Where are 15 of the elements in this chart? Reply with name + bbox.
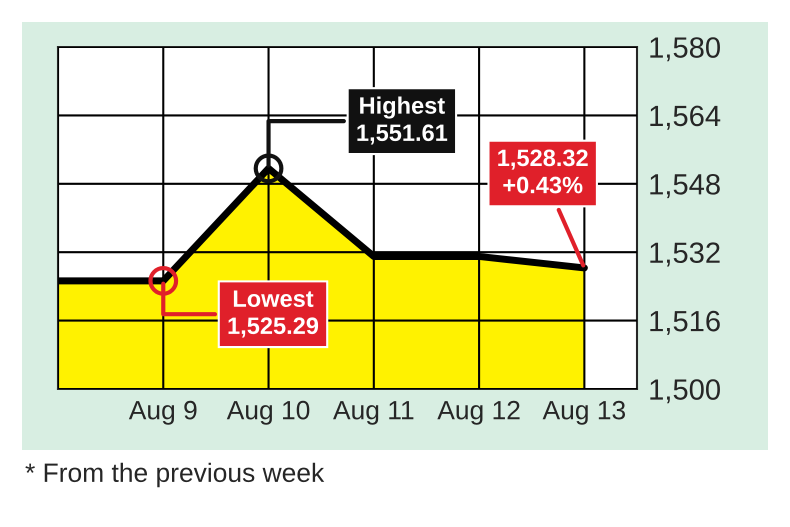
x-tick-label: Aug 10 (226, 400, 310, 425)
text: * From the previous week (25, 462, 324, 488)
x-tick-label: Aug 12 (437, 400, 520, 425)
annotation: Lowest 1,525.29 (228, 290, 318, 338)
y-tick-label: 1,564 (650, 106, 720, 130)
y-tick-label: 1,500 (650, 379, 720, 404)
y-tick-label: 1,548 (650, 174, 720, 198)
y-tick-label: 1,532 (650, 242, 720, 266)
annotation: 1,528.32 +0.43% (498, 150, 588, 194)
y-tick-label: 1,580 (650, 37, 720, 62)
x-tick-label: Aug 13 (542, 400, 626, 425)
x-tick-label: Aug 9 (128, 400, 197, 425)
x-tick-label: Aug 11 (333, 401, 414, 425)
annotation: Highest 1,551.61 (357, 96, 448, 145)
y-tick-label: 1,516 (650, 310, 720, 335)
